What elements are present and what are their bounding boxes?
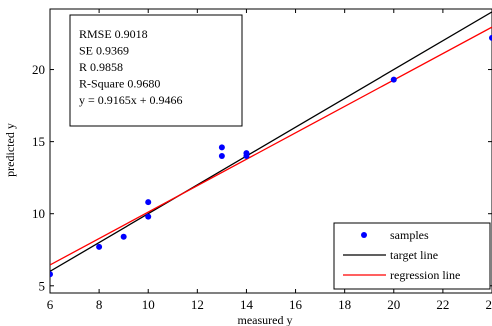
x-tick-label: 24 (486, 297, 492, 312)
legend-label: target line (390, 248, 438, 262)
sample-point (390, 76, 397, 83)
legend-label: samples (390, 228, 429, 242)
plot-area: 6 8 10 12 14 16 18 20 22 24 5 10 15 20 RMSE 0.9018 SE 0… (32, 8, 492, 312)
y-tick-label: 20 (32, 62, 45, 77)
stats-line: y = 0.9165x + 0.9466 (79, 93, 183, 107)
sample-point (120, 233, 127, 240)
legend-label: regression line (390, 268, 460, 282)
stats-line: R-Square 0.9680 (79, 77, 160, 91)
y-tick-label: 5 (39, 278, 46, 293)
stats-line: SE 0.9369 (79, 44, 129, 58)
legend-marker-samples (361, 232, 367, 238)
sample-point (243, 153, 250, 160)
x-tick-label: 22 (436, 297, 449, 312)
stats-line: R 0.9858 (79, 60, 123, 74)
x-tick-label: 10 (142, 297, 155, 312)
x-tick-label: 18 (338, 297, 351, 312)
sample-point (218, 144, 225, 151)
sample-point (50, 271, 53, 278)
regression-line (50, 26, 492, 266)
x-axis-label: measured y (238, 313, 293, 326)
x-tick-label: 12 (191, 297, 204, 312)
y-axis-label: predicted y (3, 123, 17, 177)
sample-point (145, 199, 152, 206)
x-tick-label: 20 (387, 297, 400, 312)
y-tick-label: 10 (32, 206, 45, 221)
stats-box (69, 14, 243, 127)
x-tick-label: 16 (289, 297, 303, 312)
x-tick-label: 8 (96, 297, 103, 312)
sample-point (145, 213, 152, 220)
x-tick-label: 6 (47, 297, 54, 312)
sample-point (489, 34, 492, 41)
stats-line: RMSE 0.9018 (79, 27, 148, 41)
y-tick-label: 15 (32, 134, 45, 149)
x-tick-label: 14 (240, 297, 254, 312)
sample-point (96, 243, 103, 250)
legend-box (333, 222, 491, 290)
sample-point (218, 153, 225, 160)
target-line (50, 11, 492, 272)
